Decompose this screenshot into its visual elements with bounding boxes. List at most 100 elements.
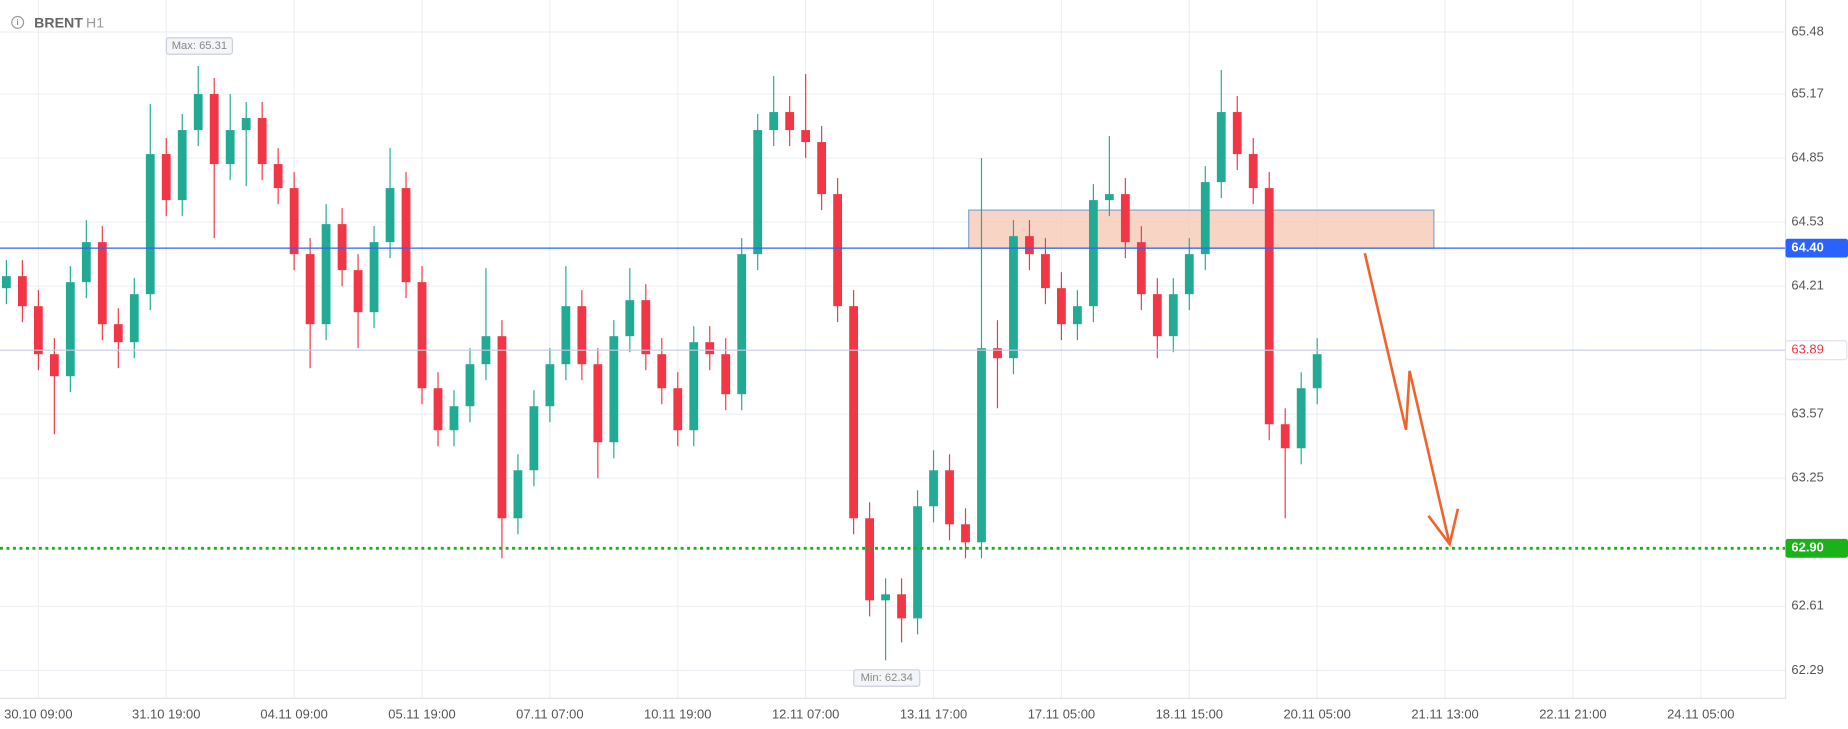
candle-body	[1104, 194, 1114, 201]
extreme-label-box	[165, 37, 233, 55]
x-tick-label: 07.11 07:00	[516, 706, 583, 721]
candle-body	[1152, 294, 1162, 337]
candle-body	[737, 254, 747, 395]
plot: Max: 65.31 Min: 62.34	[0, 37, 1786, 687]
candle-body	[49, 354, 59, 377]
candle-body	[305, 254, 315, 325]
candle-body	[657, 354, 667, 389]
price-label: 63.89	[1791, 342, 1823, 357]
candle-body	[641, 300, 651, 355]
candle-body	[865, 518, 874, 601]
candle-body	[577, 306, 587, 365]
extreme-label-box	[853, 669, 921, 687]
timeframe: H1	[86, 14, 104, 30]
candle-body	[993, 348, 1002, 359]
candle-body	[1, 276, 11, 289]
candle-body	[273, 164, 283, 189]
x-tick-label: 12.11 07:00	[772, 706, 839, 721]
price-label-box	[1784, 340, 1848, 361]
candle-body	[193, 94, 203, 131]
y-tick-label: 64.21	[1791, 278, 1823, 293]
price-label-box	[1785, 238, 1848, 258]
candle-body	[801, 130, 811, 143]
candle-body	[833, 194, 843, 307]
y-tick-label: 63.25	[1791, 470, 1823, 485]
x-tick-label: 30.10 09:00	[4, 706, 72, 721]
y-tick-label: 65.48	[1791, 23, 1823, 38]
candle-body	[1248, 154, 1258, 189]
candle-body	[945, 470, 954, 525]
candle-body	[1009, 236, 1018, 359]
forecast-arrow	[1363, 252, 1451, 545]
candle-body	[897, 594, 906, 619]
candle-body	[545, 364, 555, 407]
price-label: 64.40	[1791, 240, 1823, 255]
candle-body	[369, 242, 379, 313]
x-tick-label: 20.11 05:00	[1283, 706, 1350, 721]
candle-body	[849, 306, 859, 519]
candle-body	[961, 524, 970, 543]
x-tick-label: 18.11 15:00	[1156, 706, 1223, 721]
candle-body	[513, 470, 523, 519]
candle-body	[1232, 112, 1242, 155]
candle-body	[65, 282, 75, 377]
x-tick-label: 04.11 09:00	[260, 706, 327, 721]
candle-body	[401, 188, 411, 283]
candle-body	[97, 242, 107, 325]
candle-body	[1136, 242, 1146, 295]
x-tick-label: 24.11 05:00	[1667, 706, 1734, 721]
candle-body	[881, 594, 890, 601]
candle-body	[769, 112, 779, 131]
candle-body	[113, 324, 123, 343]
candle-body	[465, 364, 475, 407]
y-tick-label: 62.61	[1791, 598, 1823, 613]
candle-body	[433, 388, 443, 431]
x-tick-label: 10.11 19:00	[644, 706, 711, 721]
candle-body	[561, 306, 571, 365]
candle-body	[1168, 294, 1178, 337]
candle-body	[209, 94, 219, 165]
candle-body	[609, 336, 619, 443]
y-tick-label: 62.29	[1791, 662, 1823, 677]
candle-body	[1025, 236, 1034, 255]
symbol: BRENT	[34, 14, 83, 30]
y-tick-label: 65.17	[1791, 85, 1823, 100]
candle-body	[497, 336, 507, 519]
candle-body	[81, 242, 91, 283]
candle-body	[225, 130, 235, 165]
x-tick-label: 21.11 13:00	[1411, 706, 1478, 721]
candle-body	[1072, 306, 1082, 325]
y-tick-label: 64.53	[1791, 214, 1823, 229]
info-icon-glyph: i	[17, 18, 19, 27]
extreme-label: Max: 65.31	[172, 40, 227, 52]
candle-body	[1296, 388, 1306, 449]
x-tick-label: 31.10 19:00	[132, 706, 200, 721]
candle-body	[17, 276, 27, 307]
candle-body	[1280, 424, 1290, 449]
candle-body	[353, 270, 363, 313]
axes: 65.48 65.17 64.85 64.53 64.21 63.57 63.25 62.61…	[4, 23, 1848, 721]
x-tick-label: 05.11 19:00	[388, 706, 455, 721]
y-tick-label: 63.57	[1791, 406, 1823, 421]
candle-body	[385, 188, 395, 243]
candle-body	[145, 154, 155, 295]
candle-body	[1200, 182, 1210, 255]
candle-body	[1120, 194, 1130, 243]
forecast-arrow-head	[1427, 508, 1460, 548]
price-label-box	[1785, 538, 1848, 558]
info-icon[interactable]	[11, 15, 25, 29]
candle-body	[673, 388, 683, 431]
x-tick-label: 22.11 21:00	[1539, 706, 1606, 721]
candle-body	[241, 118, 251, 131]
candle-body	[785, 112, 795, 131]
candle-body	[817, 142, 827, 195]
candle-body	[289, 188, 299, 255]
candle-body	[625, 300, 635, 337]
candle-body	[689, 342, 699, 431]
candle-body	[753, 130, 763, 255]
extreme-label: Min: 62.34	[861, 672, 913, 684]
candle-body	[929, 470, 938, 507]
